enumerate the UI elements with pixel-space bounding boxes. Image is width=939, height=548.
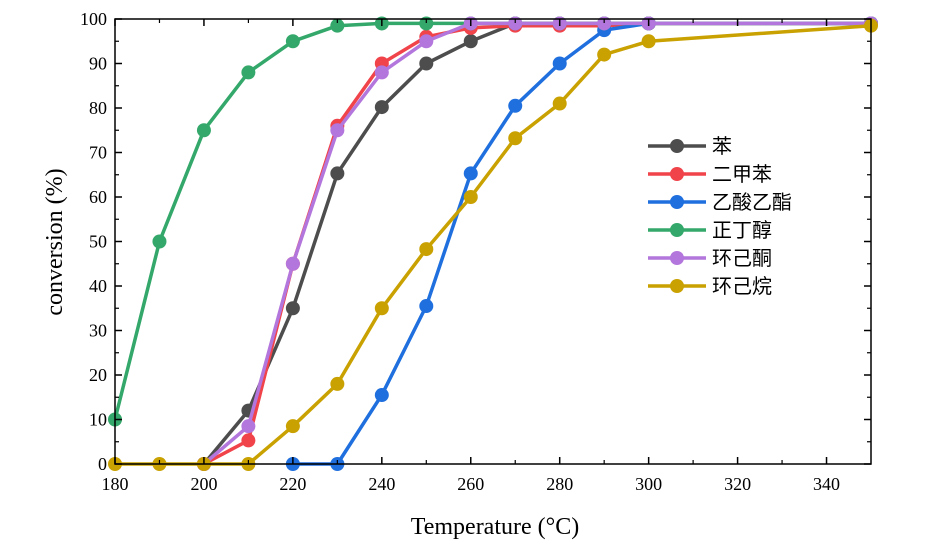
legend-marker (670, 167, 684, 181)
series-line (202, 21, 871, 466)
y-tick-label: 90 (89, 54, 107, 74)
legend-item: 环己酮 (648, 246, 772, 270)
y-tick-label: 100 (80, 9, 107, 29)
legend-marker (670, 139, 684, 153)
series-layer (108, 16, 878, 471)
y-tick-label: 50 (89, 232, 107, 252)
data-point (463, 34, 478, 49)
data-point (241, 419, 256, 434)
y-tick-label: 10 (89, 410, 107, 430)
data-point (285, 256, 300, 271)
legend-label: 苯 (712, 134, 732, 158)
x-tick-label: 340 (813, 474, 840, 494)
data-point (285, 301, 300, 316)
legend-item: 二甲苯 (648, 162, 772, 186)
data-point (419, 34, 434, 49)
legend-label: 环己酮 (712, 246, 772, 270)
legend-label: 环己烷 (712, 274, 772, 298)
x-axis-title: Temperature (°C) (411, 514, 580, 540)
data-point (330, 166, 345, 181)
data-point (419, 242, 434, 257)
x-tick-label: 220 (279, 474, 306, 494)
legend-label: 乙酸乙酯 (712, 190, 792, 214)
data-point (508, 131, 523, 146)
data-point (330, 18, 345, 33)
y-tick-label: 60 (89, 187, 107, 207)
data-point (374, 65, 389, 80)
series-line (203, 21, 871, 466)
data-point (552, 96, 567, 111)
y-tick-label: 80 (89, 98, 107, 118)
series-line (292, 21, 871, 466)
data-point (374, 301, 389, 316)
legend-item: 环己烷 (648, 274, 772, 298)
data-point (374, 100, 389, 115)
x-tick-label: 300 (635, 474, 662, 494)
data-point (419, 16, 434, 31)
y-tick-label: 70 (89, 143, 107, 163)
x-tick-label: 320 (724, 474, 751, 494)
data-point (196, 123, 211, 138)
data-point (419, 299, 434, 314)
legend-marker (670, 195, 684, 209)
data-point (597, 16, 612, 31)
data-point (463, 190, 478, 204)
series-line (202, 21, 871, 466)
data-point (508, 98, 523, 113)
x-tick-label: 240 (368, 474, 395, 494)
y-axis-title: conversion (%) (42, 168, 68, 315)
x-tick-label: 200 (190, 474, 217, 494)
legend-item: 正丁醇 (648, 218, 772, 242)
data-point (241, 65, 256, 80)
legend-marker (670, 279, 684, 293)
legend-item: 乙酸乙酯 (648, 190, 792, 214)
y-tick-label: 20 (89, 365, 107, 385)
data-point (330, 376, 345, 391)
legend-marker (670, 251, 684, 265)
y-tick-label: 30 (89, 321, 107, 341)
data-point (241, 433, 256, 448)
data-point (285, 34, 300, 49)
legend-marker (670, 223, 684, 237)
y-tick-label: 0 (98, 454, 107, 474)
x-tick-label: 180 (102, 474, 129, 494)
x-tick-label: 260 (457, 474, 484, 494)
data-point (285, 419, 300, 434)
data-point (463, 166, 478, 181)
legend-label: 正丁醇 (712, 218, 772, 242)
data-point (374, 388, 389, 403)
data-point (508, 16, 523, 31)
data-point (597, 47, 612, 62)
data-point (152, 234, 167, 249)
legend-label: 二甲苯 (712, 162, 772, 186)
x-tick-label: 280 (546, 474, 573, 494)
axes-layer: 180 200 220 240 260 280 300 320 340 0 10 20 30 40 50 60… (80, 9, 872, 494)
legend-item: 苯 (648, 134, 732, 158)
data-point (419, 56, 434, 71)
y-tick-label: 40 (89, 276, 107, 296)
data-point (552, 56, 567, 71)
data-point (641, 34, 656, 49)
series-3 (285, 16, 878, 471)
series-6 (108, 18, 878, 471)
series-line (115, 23, 872, 466)
data-point (330, 123, 345, 138)
